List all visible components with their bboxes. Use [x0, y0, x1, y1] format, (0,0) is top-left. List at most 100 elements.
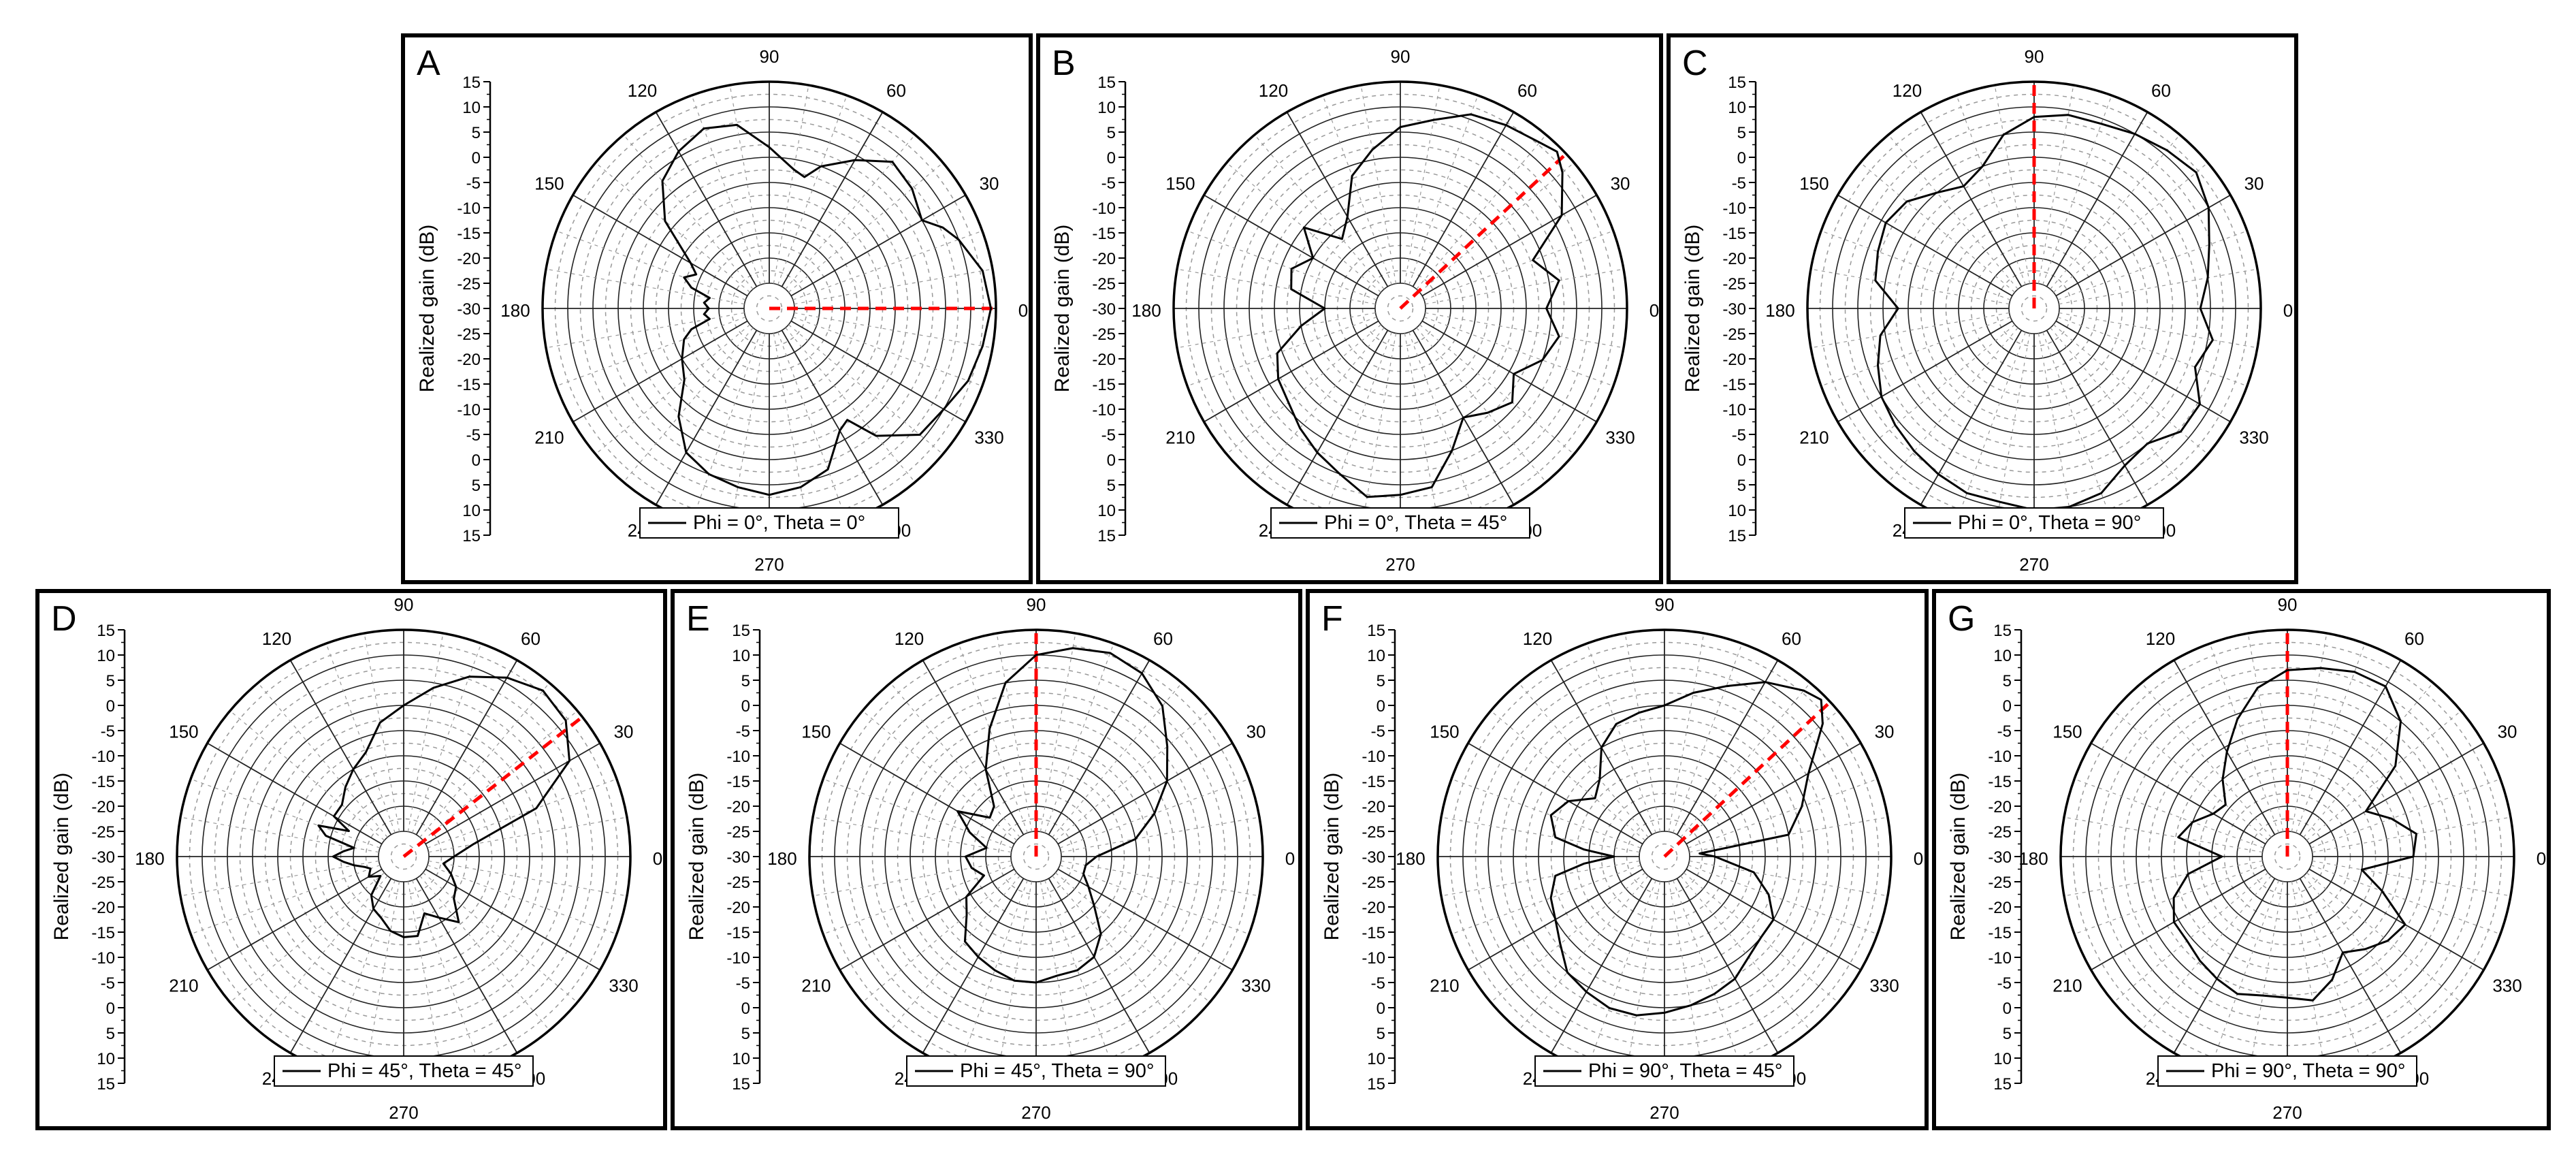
radial-tick-label: -5	[1732, 426, 1746, 445]
main-beam-line	[1663, 701, 1832, 858]
radial-tick-label: 15	[1367, 1075, 1385, 1094]
grid-spoke	[1920, 112, 2023, 287]
radial-tick-label: -25	[1362, 823, 1385, 842]
minor-grid-spoke	[1956, 332, 2026, 522]
minor-grid-spoke	[1810, 268, 2010, 305]
radial-tick-label: -15	[91, 924, 115, 942]
angle-tick-label: 210	[169, 976, 198, 996]
angle-tick-label: 180	[500, 300, 530, 321]
legend-text: Phi = 45°, Theta = 45°	[327, 1060, 521, 1082]
radial-axis-title: Realized gain (dB)	[1051, 225, 1074, 393]
radial-tick-label: 15	[97, 1075, 115, 1094]
minor-grid-spoke	[812, 816, 1012, 853]
radial-tick-label: 5	[741, 672, 750, 690]
radial-tick-label: -25	[457, 325, 481, 344]
grid-spoke	[2299, 660, 2402, 835]
minor-grid-spoke	[595, 324, 751, 455]
grid-spoke	[573, 194, 748, 297]
panel-c: C0306090120150180210240270300330151050-5…	[1667, 33, 2298, 584]
minor-grid-spoke	[257, 682, 388, 838]
panel-e: E0306090120150180210240270300330151050-5…	[671, 589, 1302, 1130]
minor-grid-spoke	[1419, 324, 1575, 455]
grid-spoke	[2046, 330, 2148, 505]
radial-tick-label: 5	[472, 477, 481, 495]
radial-tick-label: 10	[732, 1050, 750, 1068]
minor-grid-spoke	[1226, 324, 1382, 455]
minor-grid-spoke	[1860, 324, 2016, 455]
minor-grid-spoke	[1040, 881, 1076, 1081]
radial-tick-label: -30	[1722, 300, 1746, 319]
minor-grid-spoke	[623, 327, 754, 483]
minor-grid-spoke	[1688, 778, 1878, 848]
radial-tick-label: -5	[1732, 174, 1746, 193]
minor-grid-spoke	[2209, 643, 2279, 833]
grid-spoke	[1468, 742, 1643, 845]
radial-tick-label: 0	[2003, 697, 2012, 716]
radial-tick-label: 0	[741, 1000, 750, 1018]
radial-tick-label: -25	[726, 874, 750, 892]
grid-spoke	[2173, 878, 2276, 1053]
gain-trace	[317, 675, 570, 938]
panel-label: A	[417, 44, 440, 83]
radial-tick-label: -5	[101, 974, 115, 993]
radial-tick-label: 5	[2003, 672, 2012, 690]
radial-tick-label: 10	[1097, 502, 1116, 520]
minor-grid-spoke	[1425, 268, 1624, 305]
radial-tick-label: -20	[726, 798, 750, 816]
minor-grid-spoke	[890, 875, 1020, 1031]
angle-tick-label: 270	[2272, 1102, 2302, 1123]
radial-tick-label: 15	[732, 622, 750, 640]
radial-tick-label: 5	[741, 1025, 750, 1043]
minor-grid-spoke	[180, 860, 379, 897]
angle-tick-label: 90	[760, 46, 779, 67]
minor-grid-spoke	[1052, 875, 1182, 1031]
angle-tick-label: 330	[2492, 976, 2522, 996]
panel-a: A0306090120150180210240270300330151050-5…	[401, 33, 1033, 584]
radial-tick-label: -10	[1722, 200, 1746, 218]
radial-tick-label: 0	[472, 149, 481, 167]
minor-grid-spoke	[2063, 816, 2263, 853]
minor-grid-spoke	[1408, 332, 1479, 522]
grid-spoke	[790, 194, 966, 297]
minor-grid-spoke	[545, 268, 745, 305]
minor-grid-spoke	[1322, 95, 1392, 285]
minor-grid-spoke	[2113, 710, 2269, 841]
legend-text: Phi = 90°, Theta = 45°	[1588, 1060, 1782, 1082]
angle-tick-label: 270	[1649, 1102, 1679, 1123]
radial-tick-label: -20	[1362, 798, 1385, 816]
minor-grid-spoke	[1419, 162, 1575, 293]
minor-grid-spoke	[1586, 643, 1656, 833]
grid-spoke	[922, 878, 1025, 1053]
minor-grid-spoke	[1416, 327, 1547, 483]
panel-frame	[401, 33, 1033, 584]
radial-tick-label: -10	[726, 949, 750, 968]
main-beam-line	[402, 716, 583, 858]
angle-tick-label: 0	[2537, 848, 2546, 869]
angle-tick-label: 60	[2404, 628, 2424, 649]
angle-tick-label: 210	[1799, 428, 1829, 448]
radial-tick-label: -25	[1092, 325, 1116, 344]
minor-grid-spoke	[1440, 860, 1640, 897]
angle-tick-label: 120	[895, 628, 924, 649]
grid-spoke	[1204, 320, 1379, 423]
minor-grid-spoke	[407, 881, 444, 1081]
minor-grid-spoke	[1810, 312, 2010, 349]
minor-grid-spoke	[2296, 643, 2366, 833]
minor-grid-spoke	[862, 710, 1018, 841]
radial-axis-title: Realized gain (dB)	[50, 773, 73, 941]
minor-grid-spoke	[792, 317, 983, 387]
grid-spoke	[1048, 878, 1150, 1053]
legend-text: Phi = 90°, Theta = 90°	[2211, 1060, 2405, 1082]
minor-grid-spoke	[325, 643, 396, 833]
grid-spoke	[1057, 868, 1233, 971]
minor-grid-spoke	[595, 162, 751, 293]
angle-tick-label: 330	[2239, 428, 2268, 448]
minor-grid-spoke	[1451, 778, 1641, 848]
minor-grid-spoke	[958, 643, 1028, 833]
radial-axis-title: Realized gain (dB)	[1947, 773, 1969, 941]
minor-grid-spoke	[1888, 134, 2018, 290]
grid-spoke	[1286, 330, 1389, 505]
minor-grid-spoke	[325, 880, 396, 1070]
minor-grid-spoke	[2050, 327, 2180, 483]
minor-grid-spoke	[1490, 710, 1646, 841]
